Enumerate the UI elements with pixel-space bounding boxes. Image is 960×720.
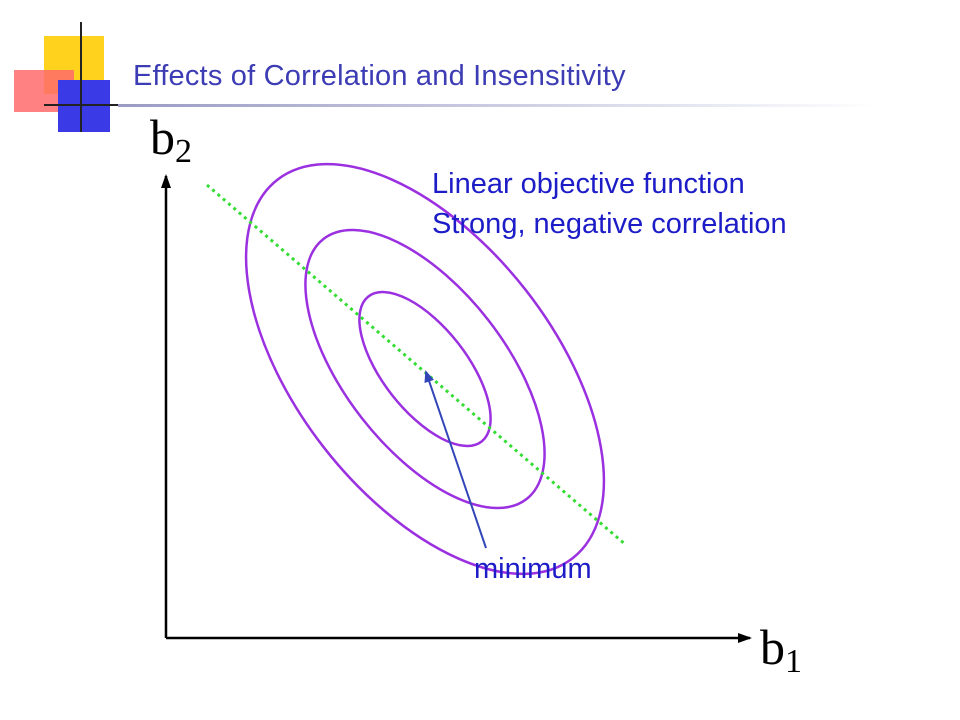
- y-axis-symbol: b: [150, 109, 175, 165]
- decor-blue-square: [58, 80, 110, 132]
- contour-inner: [358, 290, 492, 448]
- x-axis-subscript: 1: [785, 643, 802, 680]
- x-axis-label: b1: [760, 622, 802, 679]
- minimum-arrow: [424, 370, 487, 549]
- dotted-major-axis: [206, 183, 627, 547]
- minimum-label: minimum: [474, 553, 592, 585]
- y-axis-label: b2: [150, 112, 192, 169]
- slide-title: Effects of Correlation and Insensitivity: [133, 60, 626, 92]
- y-axis-subscript: 2: [175, 133, 192, 170]
- decor-horizontal-line: [44, 104, 124, 106]
- x-axis-symbol: b: [760, 619, 785, 675]
- title-underline: [118, 104, 878, 107]
- decor-vertical-line: [80, 22, 82, 132]
- annotation-line-1: Linear objective function: [432, 168, 745, 200]
- annotation-line-2: Strong, negative correlation: [432, 208, 787, 240]
- contour-outer: [244, 162, 606, 576]
- contour-middle: [304, 228, 546, 510]
